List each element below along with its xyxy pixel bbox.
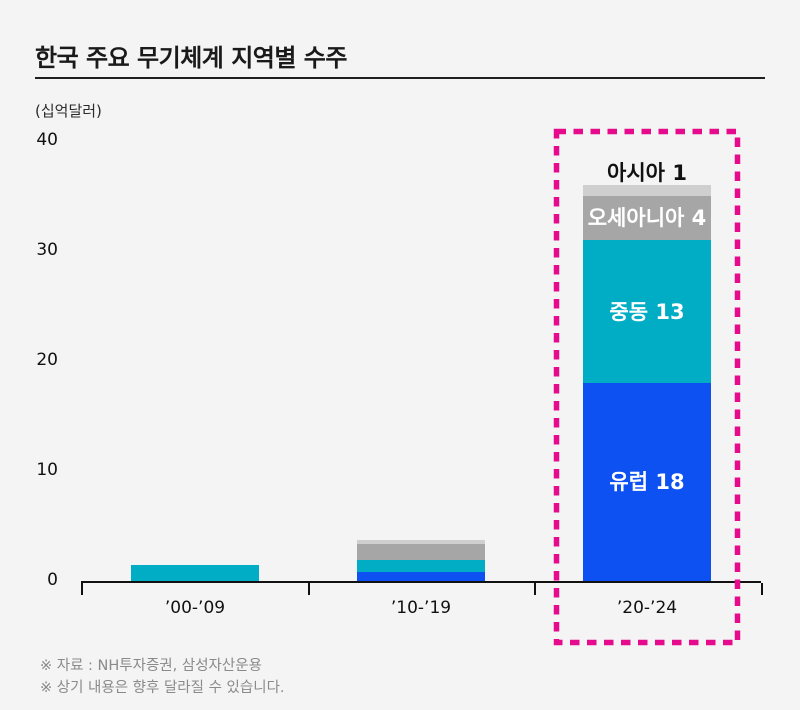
y-axis-unit-label: (십억달러) <box>35 102 102 120</box>
y-axis-tick-label: 0 <box>47 570 58 590</box>
title-divider <box>35 77 765 79</box>
disclaimer-note: ※ 상기 내용은 향후 달라질 수 있습니다. <box>40 680 285 696</box>
segment-label-중동: 중동 13 <box>609 299 685 324</box>
x-axis-tick <box>534 583 536 595</box>
page-title: 한국 주요 무기체계 지역별 수주 <box>35 44 347 72</box>
bar-segment-유럽 <box>357 572 485 581</box>
highlight-dashed-box <box>553 128 741 646</box>
bar-segment-오세아니아 <box>583 196 711 240</box>
y-axis-tick-label: 20 <box>36 350 58 370</box>
bar-segment-중동 <box>131 565 259 581</box>
segment-label-오세아니아: 오세아니아 4 <box>587 206 707 230</box>
y-axis-tick-label: 10 <box>36 460 58 480</box>
y-axis-tick-label: 40 <box>36 130 58 150</box>
segment-label-유럽: 유럽 18 <box>609 470 685 494</box>
x-axis-tick <box>761 583 763 595</box>
bar-segment-유럽 <box>583 383 711 581</box>
x-axis-category-label: ’10-’19 <box>390 598 452 618</box>
segment-label-아시아: 아시아 1 <box>607 161 687 185</box>
source-note: ※ 자료 : NH투자증권, 삼성자산운용 <box>40 658 262 674</box>
bar-segment-중동 <box>583 240 711 383</box>
x-axis-line <box>81 581 761 583</box>
x-axis-category-label: ’20-’24 <box>616 598 678 618</box>
bar-segment-아시아 <box>357 539 485 544</box>
y-axis-tick-label: 30 <box>36 240 58 260</box>
bar-segment-아시아 <box>583 185 711 196</box>
bar-segment-중동 <box>357 560 485 573</box>
x-axis-category-label: ’00-’09 <box>164 598 226 618</box>
x-axis-tick <box>308 583 310 595</box>
x-axis-tick <box>81 583 83 595</box>
bar-segment-오세아니아 <box>357 543 485 561</box>
